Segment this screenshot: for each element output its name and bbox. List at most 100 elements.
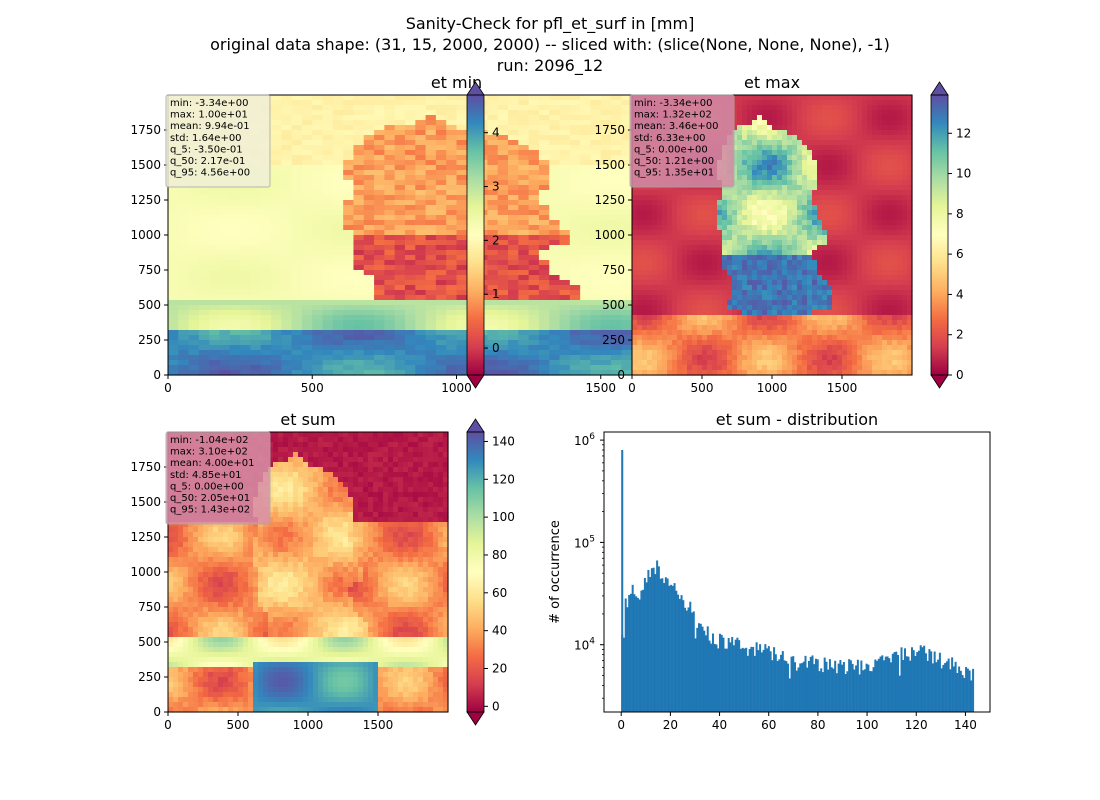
histogram-bar [682,600,685,712]
histogram-bar [965,667,968,712]
y-tick-label: 1750 [130,123,161,137]
colorbar-tick-label: 40 [492,624,507,638]
histogram-bar [959,670,962,712]
x-tick-label: 1500 [585,381,616,395]
histogram-bar [820,668,823,712]
colorbar-tick-label: 6 [956,247,964,261]
histogram-bar [821,672,824,712]
panel-et-max: et max 0 500 1000 1500 0 250 500 750 1000 1250 1500… [594,73,971,395]
histogram-bar [814,658,817,712]
x-tick-label: 1000 [441,381,472,395]
histogram-bar [951,657,954,712]
histogram-bar [788,678,791,712]
histogram-bar [666,578,669,712]
histogram-bar [813,664,816,712]
stats-line: std: 1.64e+00 [170,133,242,144]
colorbar-tick-label: 80 [492,548,507,562]
histogram-bar [907,656,910,712]
histogram-bar [832,668,835,712]
y-tick-label: 750 [138,600,161,614]
histogram-bar [713,643,716,712]
y-tick-label: 1000 [130,565,161,579]
x-tick-label: 40 [712,718,727,732]
histogram-bar [839,660,842,712]
x-tick-label: 500 [227,718,250,732]
histogram-bar [848,659,851,712]
histogram-bar [958,666,961,712]
histogram-bar [731,637,734,712]
histogram-bar [790,656,793,712]
histogram-bar [759,644,762,712]
histogram-bar [926,660,929,712]
histogram-bar [710,643,713,712]
x-tick-label: 140 [954,718,977,732]
colorbar-tick-label: 100 [492,510,515,524]
histogram-bar [792,656,795,712]
histogram-bar [636,597,639,712]
colorbar-extend-max [930,81,949,96]
histogram-bar [968,670,971,712]
histogram-bar [689,601,692,712]
x-tick-label: 1000 [757,381,788,395]
histogram-bar [767,646,770,712]
histogram-bar [650,568,653,712]
histogram-bar [771,660,774,712]
histogram-bar [914,656,917,712]
histogram-bar [725,648,728,712]
y-tick-label: 1250 [130,530,161,544]
histogram-bar [626,607,629,712]
histogram-bar [910,647,913,712]
y-tick-label: 500 [138,298,161,312]
y-tick-label: 500 [602,298,625,312]
histogram-bar [961,675,964,712]
stats-line: q_95: 4.56e+00 [170,168,250,179]
histogram-bar [687,607,690,712]
histogram-bar [867,664,870,712]
histogram-bar [776,661,779,712]
histogram-bar [849,660,852,712]
y-tick-label: 1000 [130,228,161,242]
histogram-bar [717,648,720,712]
histogram-bar [652,567,655,712]
colorbar-extend-min [930,374,949,389]
histogram-bar [640,590,643,712]
histogram-bar [842,661,845,712]
histogram-bar [891,653,894,712]
histogram-bar [897,654,900,712]
histogram-bar [628,595,631,712]
y-tick-label: 0 [617,368,625,382]
histogram-bar [963,677,966,712]
histogram-bar [752,647,755,712]
histogram-bar [954,661,957,712]
histogram-bar [691,612,694,712]
histogram-bar [841,664,844,712]
histogram-bar [865,663,868,712]
histogram-bar [698,623,701,712]
histogram-bar [631,584,634,712]
y-tick-label: 104 [574,637,595,653]
histogram-bar [745,647,748,712]
histogram-bar [633,594,636,712]
histogram-bar [931,663,934,712]
panel-title: et max [744,73,800,92]
histogram-bar [760,652,763,712]
y-tick-label: 0 [153,705,161,719]
histogram-bar [881,655,884,712]
histogram-bar [654,574,657,712]
y-tick-label: 1750 [594,123,625,137]
histogram-bar [923,645,926,712]
histogram-bar [739,648,742,712]
histogram-bar [956,673,959,712]
stats-line: q_5: 0.00e+00 [170,481,244,492]
histogram-bar [869,671,872,712]
axes-frame [603,431,991,713]
histogram-bar [872,667,875,712]
histogram-bar [966,668,969,712]
histogram-bar [722,637,725,712]
histogram-bar [795,670,798,712]
histogram-bar [629,593,632,712]
histogram-bar [724,648,727,712]
x-tick-label: 0 [164,718,172,732]
histogram-bar [799,663,802,712]
histogram-bar [870,671,873,712]
